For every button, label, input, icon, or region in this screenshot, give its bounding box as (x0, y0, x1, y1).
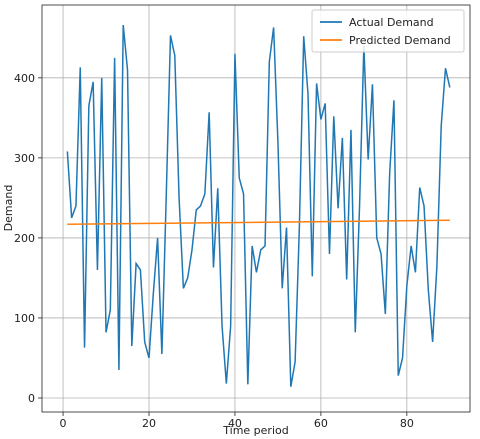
x-tick-label: 60 (314, 417, 328, 430)
x-tick-label: 40 (228, 417, 242, 430)
x-axis-label: Time period (222, 424, 288, 437)
y-tick-label: 100 (14, 312, 35, 325)
legend-label: Predicted Demand (349, 34, 451, 47)
x-tick-label: 20 (142, 417, 156, 430)
legend-label: Actual Demand (349, 16, 434, 29)
y-tick-label: 400 (14, 72, 35, 85)
y-tick-label: 300 (14, 152, 35, 165)
x-tick-label: 0 (60, 417, 67, 430)
series-line (67, 219, 450, 226)
plot-frame (41, 4, 471, 413)
x-tick-label: 80 (400, 417, 414, 430)
series-line (66, 24, 451, 387)
y-tick-label: 200 (14, 232, 35, 245)
legend-box (311, 9, 465, 53)
y-tick-label: 0 (28, 392, 35, 405)
y-axis-label: Demand (2, 185, 15, 232)
